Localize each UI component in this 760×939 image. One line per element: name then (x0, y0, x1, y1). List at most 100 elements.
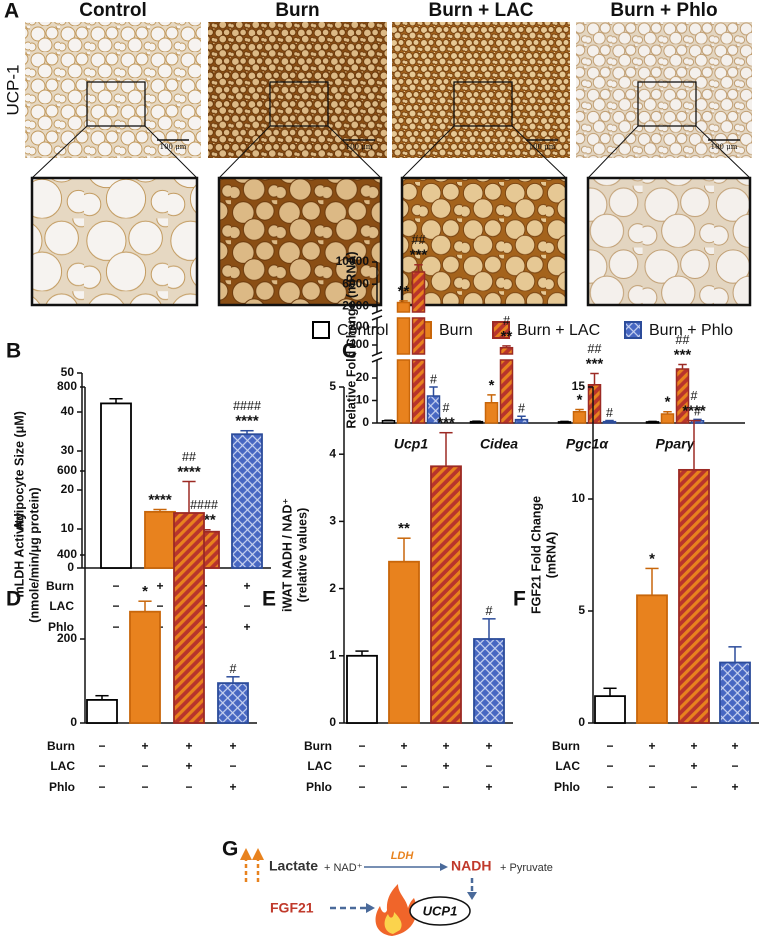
bar (346, 654, 378, 724)
bar (396, 317, 411, 355)
y-tick-label: 5 (329, 379, 336, 393)
bar (430, 465, 462, 724)
significance-hashes: ## (182, 450, 196, 464)
y-axis-title: mLDH Activity (12, 512, 26, 597)
table-row-label: Phlo (554, 780, 580, 794)
zoom-micrograph (586, 176, 752, 307)
scale-bar-label: 100 μm (529, 143, 556, 151)
y-tick-label: 600 (57, 463, 77, 477)
table-cell: − (98, 739, 105, 753)
table-cell: + (185, 739, 192, 753)
y-tick-label: 5 (578, 603, 585, 617)
significance-hashes: # (230, 662, 237, 676)
table-cell: − (442, 780, 449, 794)
y-tick-label: 0 (70, 715, 77, 729)
table-cell: + (648, 739, 655, 753)
significance-hashes: # (518, 402, 525, 416)
significance-stars: *** (586, 355, 604, 372)
panel-label: D (6, 588, 21, 611)
bar (217, 682, 249, 724)
significance-stars: *** (674, 346, 692, 363)
bar (396, 359, 411, 424)
zoom-line (401, 125, 455, 179)
significance-hashes: ## (588, 342, 602, 356)
significance-stars: **** (148, 491, 172, 508)
bar (678, 468, 710, 724)
bar (473, 638, 505, 724)
column-title: Control (79, 0, 147, 21)
bar (129, 610, 161, 724)
y-tick-label: 40 (61, 404, 75, 418)
column-title: Burn + Phlo (610, 0, 717, 21)
axis-break (371, 351, 383, 357)
table-cell: − (185, 780, 192, 794)
y-tick-label: 20 (356, 370, 370, 384)
arrow-head (366, 903, 375, 913)
y-tick-label: 200 (57, 631, 77, 645)
table-row-label: Burn (304, 739, 332, 753)
table-cell: − (156, 599, 163, 613)
y-tick-label: 2000 (342, 299, 369, 313)
bar (514, 418, 529, 424)
arrow-head (467, 892, 477, 900)
bar (144, 510, 176, 569)
bar (411, 271, 426, 313)
bar (499, 359, 514, 424)
legend-label: Burn (439, 322, 473, 339)
y-tick-label: 50 (61, 365, 75, 379)
y-tick-label: 30 (61, 443, 75, 457)
table-row-label: Phlo (306, 780, 332, 794)
table-row-label: LAC (50, 759, 75, 773)
table-cell: − (358, 739, 365, 753)
table-row-label: LAC (307, 759, 332, 773)
zoom-line (587, 125, 639, 179)
y-tick-label: 10 (572, 491, 586, 505)
table-cell: + (731, 780, 738, 794)
panel-g: G Lactate + NAD⁺ LDH NADH + Pyruvate FGF… (222, 838, 553, 936)
bar (587, 384, 602, 424)
table-cell: + (690, 759, 697, 773)
significance-stars: **** (177, 463, 201, 480)
bar (100, 402, 132, 569)
flame-core (384, 912, 402, 934)
significance-stars: *** (410, 247, 428, 264)
table-cell: + (185, 759, 192, 773)
significance-hashes: # (503, 314, 510, 328)
scale-bar-label: 100 μm (160, 143, 187, 151)
y-tick-label: 10 (61, 521, 75, 535)
x-tick-label: Cidea (480, 436, 518, 452)
ldh: LDH (391, 850, 415, 862)
y-tick-label: 800 (57, 379, 77, 393)
zoom-line (218, 125, 271, 179)
bar (719, 661, 751, 724)
table-row-label: LAC (49, 599, 74, 613)
table-cell: − (606, 739, 613, 753)
panel-label: C (342, 340, 357, 363)
significance-stars: * (665, 394, 671, 411)
bar (86, 699, 118, 724)
y-tick-label: 2 (329, 581, 336, 595)
y-axis-title: FGF21 Fold Change (529, 496, 543, 614)
axis-break (371, 315, 383, 321)
table-cell: − (98, 759, 105, 773)
bar (636, 594, 668, 724)
micrograph (392, 22, 570, 158)
table-row-label: Burn (46, 579, 74, 593)
arrow-head (252, 848, 264, 860)
y-tick-label: 6000 (342, 276, 369, 290)
y-tick-label: 0 (578, 715, 585, 729)
zoom-line (327, 125, 382, 179)
significance-hashes: # (691, 389, 698, 403)
y-tick-label: 0 (329, 715, 336, 729)
legend-swatch (624, 321, 642, 339)
significance-stars: ** (398, 520, 410, 537)
significance-stars: * (577, 391, 583, 408)
significance-stars: ** (398, 283, 410, 300)
y-tick-label: 10000 (336, 254, 370, 268)
table-cell: + (243, 620, 250, 634)
pyruvate: + Pyruvate (500, 862, 553, 874)
table-cell: + (442, 739, 449, 753)
table-cell: − (112, 599, 119, 613)
table-cell: − (229, 759, 236, 773)
